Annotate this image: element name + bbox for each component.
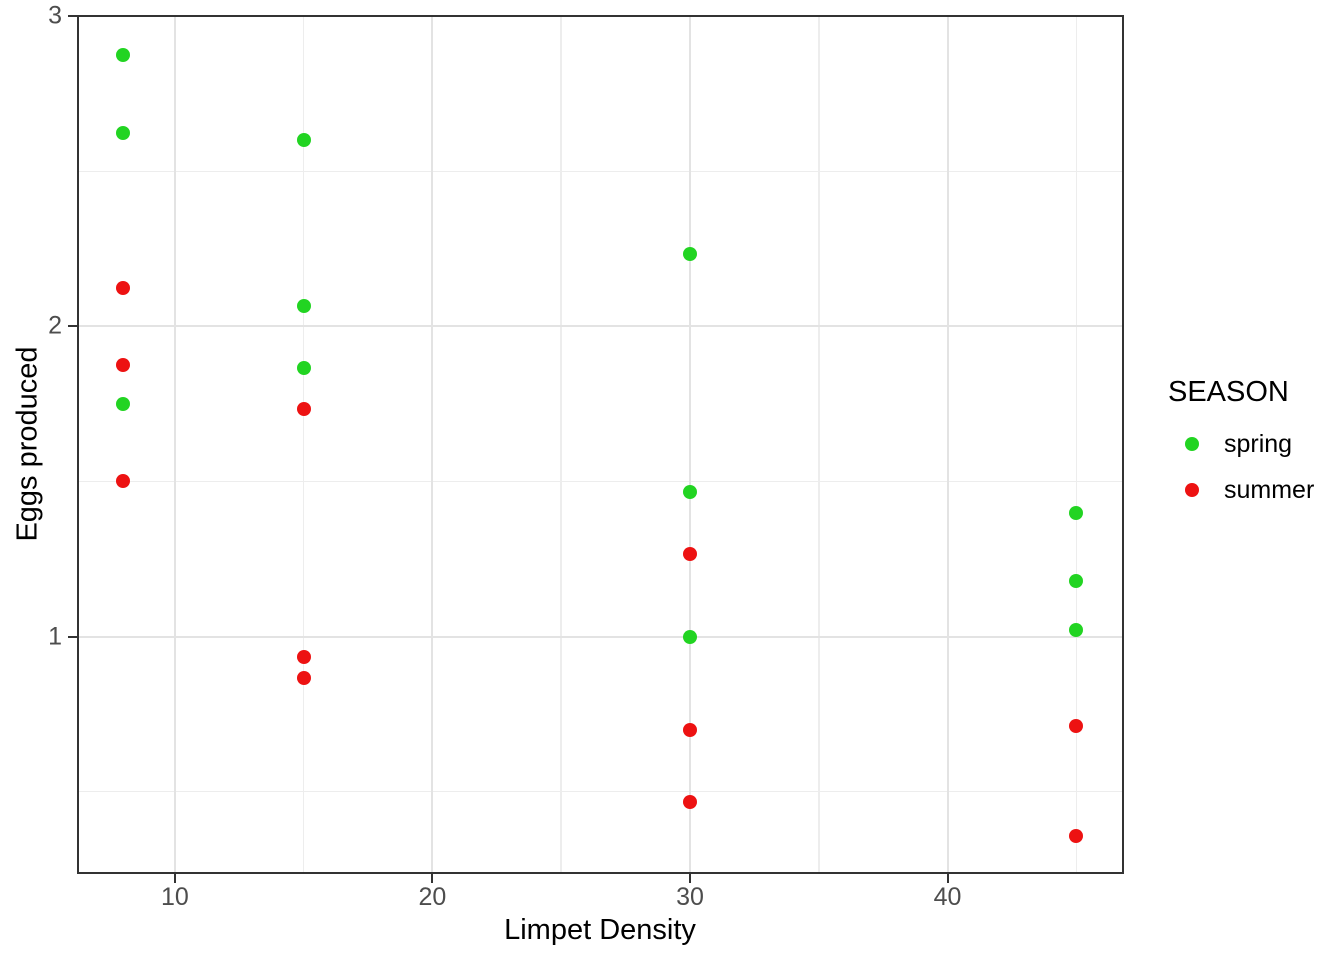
x-tick-label: 10 [160, 883, 189, 911]
legend-label: summer [1224, 475, 1315, 504]
gridline-x-major [689, 15, 691, 874]
y-axis-tick [68, 635, 77, 638]
data-point-spring [1069, 574, 1084, 589]
data-point-spring [296, 133, 311, 148]
gridline-x-minor [818, 15, 820, 874]
gridline-x-minor [560, 15, 562, 874]
data-point-summer [1069, 829, 1084, 844]
gridline-y-minor [77, 480, 1124, 483]
gridline-y-major [77, 635, 1124, 638]
gridline-y-minor [77, 790, 1124, 793]
legend-entry-spring: spring [1168, 421, 1314, 467]
legend-entry-summer: summer [1168, 467, 1314, 513]
y-axis-tick [68, 15, 77, 18]
gridline-x-major [431, 15, 434, 874]
data-point-spring [116, 125, 131, 140]
gridline-y-minor [77, 170, 1124, 173]
data-point-summer [296, 650, 311, 665]
data-point-summer [296, 402, 311, 417]
data-point-summer [683, 794, 697, 809]
legend-label: spring [1224, 429, 1293, 458]
y-tick-label: 2 [48, 311, 62, 340]
gridline-x-minor [302, 15, 305, 874]
x-axis-title: Limpet Density [504, 914, 696, 946]
data-point-spring [116, 396, 131, 411]
gridline-y-major [77, 15, 1124, 18]
gridline-x-major [946, 15, 949, 874]
gridline-x-minor [1075, 15, 1078, 874]
data-point-spring [683, 247, 697, 262]
data-point-spring [683, 484, 697, 499]
y-tick-label: 1 [48, 622, 62, 651]
x-axis-tick [431, 874, 434, 883]
x-tick-label: 30 [676, 883, 704, 911]
data-point-spring [296, 298, 311, 313]
data-point-summer [116, 358, 131, 373]
x-tick-label: 20 [418, 883, 447, 911]
x-axis-tick [689, 874, 691, 883]
legend-key-summer [1185, 483, 1199, 497]
x-tick-label: 40 [933, 883, 962, 911]
y-axis-tick [68, 325, 77, 328]
data-point-spring [296, 360, 311, 375]
data-point-summer [116, 280, 131, 295]
data-point-spring [683, 629, 697, 644]
data-point-summer [683, 546, 697, 561]
y-axis-title: Eggs produced [11, 346, 44, 542]
x-axis-tick [173, 874, 176, 883]
y-tick-label: 3 [48, 1, 62, 30]
plot-panel [77, 15, 1124, 874]
data-point-summer [296, 670, 311, 685]
data-point-spring [1069, 505, 1084, 520]
gridline-y-major [77, 325, 1124, 328]
x-axis-tick [946, 874, 949, 883]
legend-key-spring [1185, 437, 1199, 451]
data-point-spring [1069, 622, 1084, 637]
data-point-spring [116, 48, 131, 62]
legend-title: SEASON [1168, 376, 1289, 408]
legend: SEASON spring summer [1168, 376, 1314, 513]
gridline-x-major [173, 15, 176, 874]
data-point-summer [116, 474, 131, 489]
data-point-summer [1069, 719, 1084, 734]
data-point-summer [683, 722, 697, 737]
legend-rows: spring summer [1168, 421, 1314, 513]
